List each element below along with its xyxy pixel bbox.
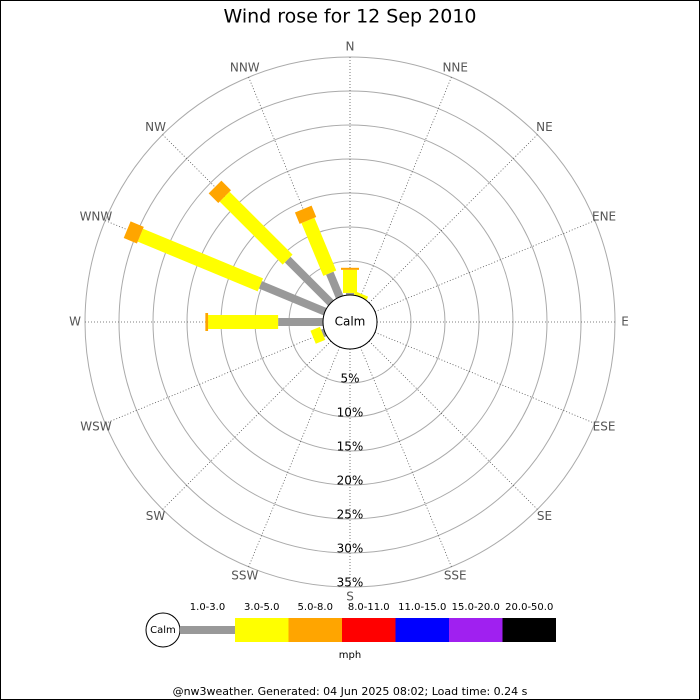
legend-swatch	[449, 618, 503, 642]
bar-segment	[123, 221, 144, 244]
direction-label: W	[69, 315, 81, 329]
bar-segment	[208, 315, 279, 329]
legend-swatch	[502, 618, 556, 642]
direction-label: NE	[536, 120, 553, 134]
spoke	[359, 77, 452, 298]
ring-label: 25%	[337, 508, 364, 522]
ring-label: 5%	[340, 372, 359, 386]
direction-label: SSE	[444, 569, 467, 583]
legend-label: 11.0-15.0	[398, 602, 446, 613]
legend-calm-label: Calm	[150, 625, 176, 636]
bar-segment	[326, 271, 344, 299]
legend-label: 3.0-5.0	[244, 602, 279, 613]
ring-label: 10%	[337, 406, 364, 420]
legend-swatch	[235, 618, 289, 642]
direction-label: NW	[145, 120, 166, 134]
direction-label: NNW	[230, 60, 260, 74]
bars	[123, 180, 369, 344]
bar-segment	[208, 180, 232, 204]
bar-segment	[301, 217, 337, 276]
direction-label: SE	[537, 509, 552, 523]
ring	[152, 124, 548, 520]
spoke	[162, 340, 332, 510]
bar-segment	[346, 292, 354, 295]
bar-segment	[284, 256, 334, 306]
spoke	[248, 346, 341, 567]
bar-segment	[294, 205, 317, 224]
ring-label: 15%	[337, 440, 364, 454]
direction-label: S	[346, 590, 354, 604]
legend-label: 5.0-8.0	[298, 602, 333, 613]
spoke	[368, 340, 538, 510]
legend-label: 15.0-20.0	[452, 602, 500, 613]
spoke	[359, 346, 452, 567]
bar-segment	[341, 267, 359, 270]
direction-label: SSW	[231, 569, 258, 583]
unit-label: mph	[339, 650, 361, 661]
calm-circle	[322, 294, 378, 350]
calm-label: Calm	[335, 315, 366, 329]
bar-segment	[258, 281, 327, 316]
direction-label: SW	[146, 509, 166, 523]
legend-swatch	[342, 618, 396, 642]
legend-swatch	[395, 618, 449, 642]
direction-label: N	[346, 40, 355, 54]
direction-label: NNE	[442, 60, 468, 74]
spoke	[368, 134, 538, 304]
footer: @nw3weather. Generated: 04 Jun 2025 08:0…	[173, 685, 528, 698]
bar-segment	[310, 326, 326, 344]
bar-segment	[278, 318, 324, 326]
direction-label: ENE	[592, 209, 616, 223]
ring-label: 35%	[337, 576, 364, 590]
spoke	[105, 331, 326, 424]
ring-label: 20%	[337, 474, 364, 488]
direction-label: WNW	[80, 209, 113, 223]
bar-segment	[343, 269, 357, 293]
direction-label: E	[621, 315, 629, 329]
legend-swatch	[288, 618, 342, 642]
bar-segment	[321, 328, 327, 338]
ring-label: 30%	[337, 542, 364, 556]
chart-title: Wind rose for 12 Sep 2010	[223, 6, 476, 28]
legend-swatch	[180, 626, 235, 634]
legend-label: 8.0-11.0	[348, 602, 390, 613]
direction-label: ESE	[593, 420, 616, 434]
legend-label: 1.0-3.0	[190, 602, 225, 613]
spoke	[374, 220, 595, 313]
direction-label: WSW	[80, 420, 111, 434]
bar-segment	[205, 313, 209, 331]
bar-segment	[353, 291, 369, 300]
legend-label: 20.0-50.0	[505, 602, 553, 613]
bar-segment	[219, 191, 293, 265]
spoke	[374, 331, 595, 424]
bar-segment	[137, 228, 264, 292]
